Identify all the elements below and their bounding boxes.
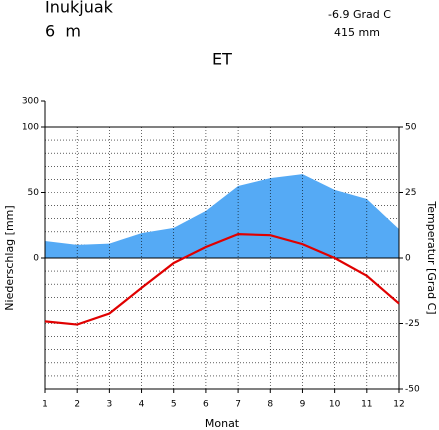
y2-tick-label: 50: [405, 123, 417, 133]
chart-title: ET: [212, 50, 232, 69]
x-axis-title: Monat: [205, 417, 240, 430]
x-tick-label: 10: [329, 400, 341, 410]
x-tick-label: 3: [106, 400, 112, 410]
x-tick-label: 9: [300, 400, 306, 410]
station: Inukjuak: [45, 0, 114, 17]
y-tick-label: 0: [33, 254, 39, 264]
x-tick-label: 1: [42, 400, 48, 410]
mean-temperature: -6.9 Grad C: [328, 8, 391, 21]
y2-tick-label: -25: [405, 319, 420, 329]
x-tick-label: 6: [203, 400, 209, 410]
y-tick-label: 300: [22, 97, 39, 107]
y2-axis-title: Temperatur [Grad C]: [425, 200, 438, 314]
x-tick-label: 11: [361, 400, 372, 410]
annual-precipitation: 415 mm: [334, 26, 380, 39]
elevation: 6 m: [45, 22, 81, 41]
y-tick-label: 100: [22, 123, 39, 133]
x-tick-label: 7: [235, 400, 241, 410]
y-axis-title: Niederschlag [mm]: [3, 205, 16, 310]
y2-tick-label: 25: [405, 188, 416, 198]
x-tick-label: 12: [393, 400, 404, 410]
precipitation-area: [45, 174, 399, 258]
x-tick-label: 5: [171, 400, 177, 410]
x-tick-label: 4: [139, 400, 145, 410]
x-tick-label: 2: [74, 400, 80, 410]
y-tick-label: 50: [28, 188, 40, 198]
y2-tick-label: 0: [405, 254, 411, 264]
y2-tick-label: -50: [405, 385, 420, 395]
temperature-line: [44, 233, 400, 326]
x-tick-label: 8: [267, 400, 273, 410]
